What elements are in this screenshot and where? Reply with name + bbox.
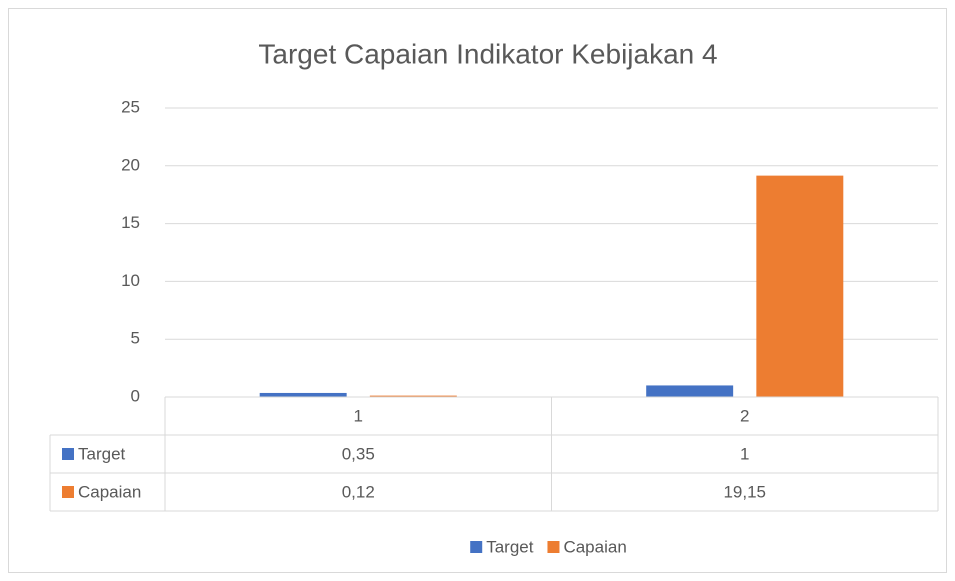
table-value: 19,15: [723, 482, 766, 501]
legend-key: [547, 541, 560, 553]
y-tick-label: 20: [121, 155, 140, 174]
table-series-name: Capaian: [78, 482, 141, 501]
bar: [369, 395, 457, 397]
table-legend-key: [62, 486, 74, 498]
x-tick-label: 1: [354, 406, 363, 425]
legend-label: Capaian: [563, 537, 626, 556]
legend-label: Target: [486, 537, 534, 556]
table-value: 1: [740, 444, 749, 463]
bar: [646, 385, 734, 397]
table-series-name: Target: [78, 444, 126, 463]
y-tick-label: 15: [121, 213, 140, 232]
y-tick-label: 10: [121, 271, 140, 290]
bar: [756, 175, 844, 397]
x-tick-label: 2: [740, 406, 749, 425]
table-value: 0,35: [342, 444, 375, 463]
y-tick-label: 5: [131, 329, 140, 348]
legend-key: [470, 541, 483, 553]
bar: [259, 392, 347, 397]
table-legend-key: [62, 448, 74, 460]
table-value: 0,12: [342, 482, 375, 501]
y-tick-label: 25: [121, 97, 140, 116]
y-tick-label: 0: [131, 386, 140, 405]
chart-title: Target Capaian Indikator Kebijakan 4: [258, 38, 717, 69]
